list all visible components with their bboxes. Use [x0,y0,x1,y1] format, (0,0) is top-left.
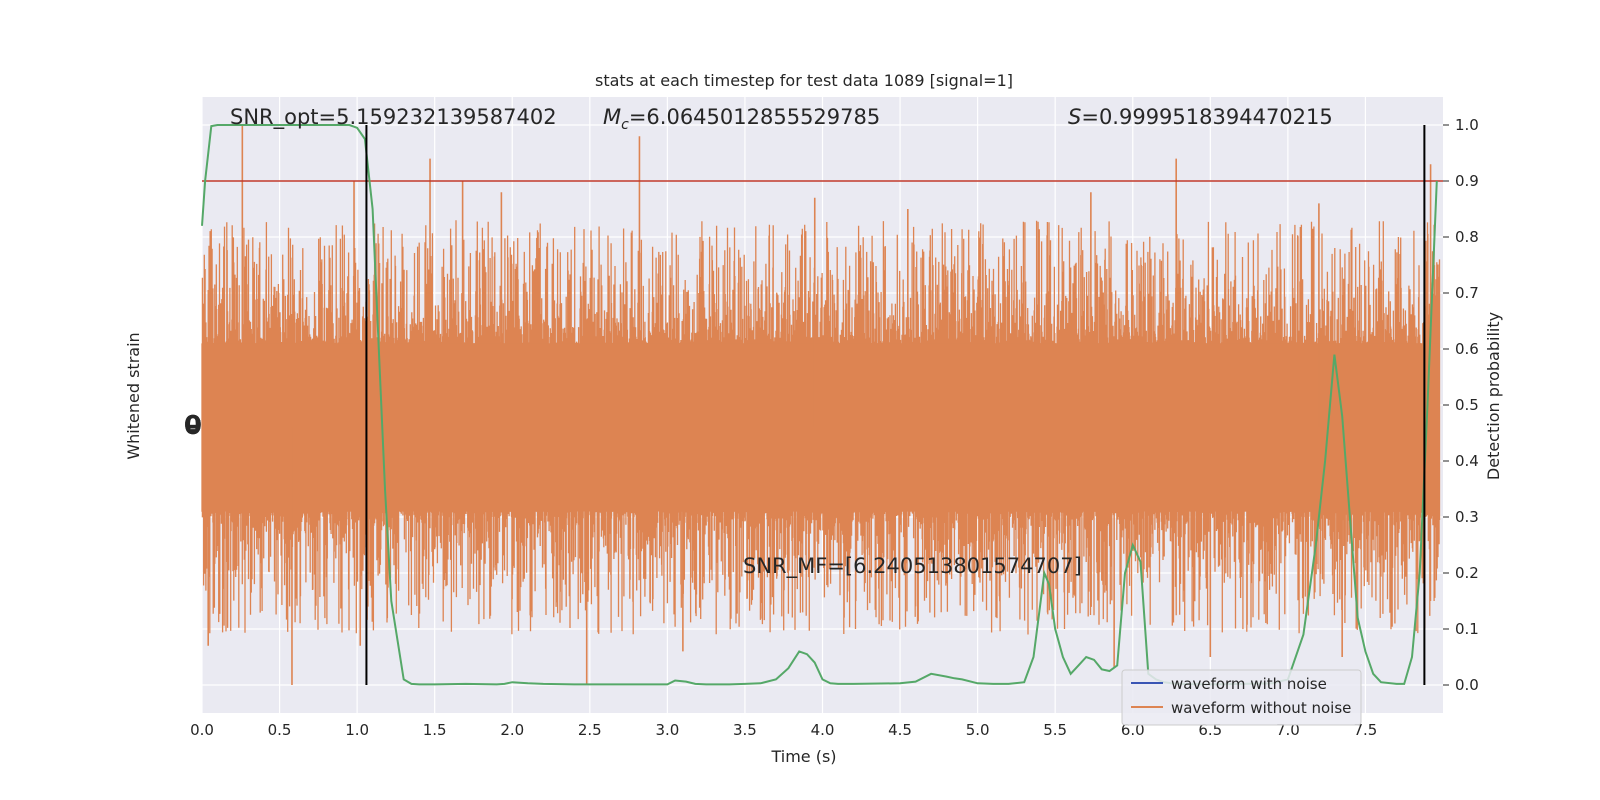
x-tick-label: 7.5 [1354,721,1378,739]
y-tick-label: 0.4 [1455,452,1479,470]
y-tick-label: 0.9 [1455,172,1479,190]
right-axis-ticks: 0.0 0.1 0.2 0.3 0.4 0.5 0.6 0.7 0.8 0.9 1.0 [1443,116,1479,694]
legend-label-with-noise: waveform with noise [1171,675,1327,693]
y-tick-label: 0.3 [1455,508,1479,526]
y-tick-label: 0.0 [1455,676,1479,694]
x-tick-label: 4.5 [888,721,912,739]
legend-box [1121,669,1362,726]
y-tick-label: 0.8 [1455,228,1479,246]
snr-mf-annotation: SNR_MF=[6.240513801574707] [743,554,1082,579]
strain-series [201,125,1441,685]
boundary-lines [365,125,1426,685]
chirp-mass-value: =6.0645012855529785 [629,105,880,129]
x-tick-label: 3.0 [655,721,679,739]
x-tick-label: 1.0 [345,721,369,739]
chirp-mass-symbol: M [603,105,621,129]
x-tick-label: 0.0 [190,721,214,739]
x-tick-label: 5.5 [1043,721,1067,739]
chirp-mass-subscript: c [621,117,629,133]
s-symbol: S [1068,105,1081,129]
right-axis-label: Detection probability [1484,312,1503,480]
y-tick-label: 0.7 [1455,284,1479,302]
s-value: =0.9999518394470215 [1081,105,1332,129]
legend-label-without-noise: waveform without noise [1171,699,1351,717]
left-axis-tick-labels: -0.0 [185,411,201,441]
strain-core-band [202,343,1440,512]
x-tick-label: 2.0 [500,721,524,739]
x-tick-label: 0.5 [268,721,292,739]
x-axis-label: Time (s) [770,747,836,766]
x-tick-label: 4.0 [811,721,835,739]
y-tick-label: 1.0 [1455,116,1479,134]
chart-title: stats at each timestep for test data 108… [595,71,1013,90]
y-tick-label: 0.1 [1455,620,1479,638]
x-tick-label: 5.0 [966,721,990,739]
y-tick-label: 0.6 [1455,340,1479,358]
legend: waveform with noise waveform without noi… [1121,669,1362,726]
chirp-mass-annotation: Mc=6.0645012855529785 [603,105,880,133]
x-tick-label: 3.5 [733,721,757,739]
x-tick-label: 2.5 [578,721,602,739]
left-axis-label: Whitened strain [124,332,143,459]
x-tick-label: 1.5 [423,721,447,739]
y-tick-label: 0.5 [1455,396,1479,414]
snr-opt-annotation: SNR_opt=5.159232139587402 [230,105,557,130]
s-annotation: S=0.9999518394470215 [1068,105,1333,129]
y-tick-label: 0.2 [1455,564,1479,582]
